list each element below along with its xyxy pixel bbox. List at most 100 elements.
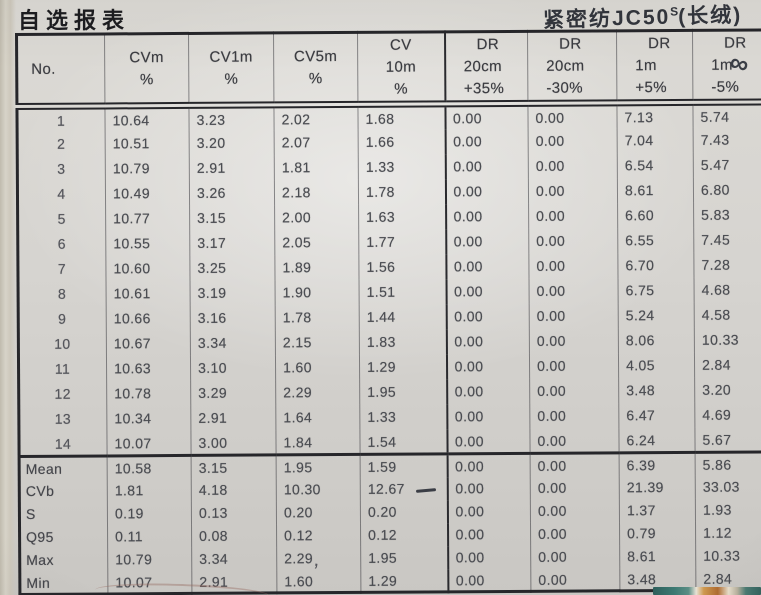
value-cell: 10.64 [104, 105, 190, 132]
row-label: 13 [54, 410, 72, 428]
row-label: 1 [56, 112, 66, 129]
value-cell: 3.34 [191, 547, 277, 571]
value-cell: 0.00 [446, 428, 531, 455]
row-label: Mean [19, 456, 108, 480]
value-cell: 0.20 [276, 500, 361, 525]
value-cell: 0.00 [529, 378, 619, 404]
value-cell: 1.60 [276, 569, 361, 594]
value-cell: 0.00 [447, 568, 531, 593]
value-cell: 0.00 [444, 103, 529, 130]
row-label: 2 [57, 135, 66, 152]
column-header-line: No. [31, 60, 56, 78]
value-cell: 0.00 [445, 128, 529, 155]
value-cell: 21.39 [619, 475, 696, 500]
value-cell: 3.20 [189, 130, 275, 156]
value-cell: 10.33 [695, 544, 761, 568]
value-cell: 10.67 [106, 330, 191, 357]
column-header-line: -5% [711, 78, 740, 96]
row-label: 14 [54, 435, 72, 452]
value-cell: 3.48 [618, 377, 695, 404]
value-cell: 1.78 [275, 304, 360, 331]
value-cell: 5.47 [693, 152, 761, 178]
value-cell: 1.95 [276, 454, 361, 479]
value-cell: 10.33 [694, 327, 761, 353]
column-header-line: CV5m [293, 47, 338, 66]
value-cell: 1.29 [359, 354, 447, 380]
value-cell: 0.00 [529, 353, 619, 379]
column-header-line: DR [648, 34, 671, 53]
column-header-line: DR [476, 36, 500, 54]
value-cell: 1.33 [358, 154, 446, 180]
value-cell: 0.79 [619, 521, 696, 546]
value-cell: 0.00 [529, 428, 620, 454]
value-cell: 0.00 [530, 453, 620, 477]
column-header: CV5m% [273, 32, 358, 106]
value-cell: 0.00 [528, 128, 618, 154]
data-rows: 1 10.64 3.23 2.02 1.68 0.00 0.00 7.13 5.74 2 10.51… [17, 102, 761, 457]
value-cell: 3.10 [190, 355, 276, 381]
column-header-line: 10m [385, 58, 417, 76]
value-cell: 1.77 [358, 229, 446, 255]
value-cell: 4.69 [694, 402, 761, 428]
value-cell: 0.00 [528, 228, 618, 254]
value-cell: 5.83 [693, 202, 761, 228]
column-header: CV1m% [188, 32, 274, 106]
value-cell: 0.00 [446, 278, 530, 305]
value-cell: 0.00 [446, 303, 530, 330]
value-cell: 10.60 [105, 255, 191, 282]
value-cell: 10.30 [276, 477, 361, 502]
value-cell: 10.51 [105, 130, 190, 157]
value-cell: 6.24 [618, 427, 696, 454]
value-cell: 2.18 [274, 179, 359, 206]
row-label: 8 [57, 285, 67, 302]
value-cell: 5.74 [692, 102, 761, 128]
value-cell: 3.25 [189, 255, 276, 281]
value-cell: 4.18 [191, 478, 277, 502]
value-cell: 0.00 [529, 328, 619, 354]
value-cell: 0.12 [360, 523, 448, 547]
column-header-line: DR [724, 34, 747, 52]
value-cell: 0.00 [447, 476, 531, 501]
value-cell: 1.84 [275, 429, 361, 456]
value-cell: 1.63 [358, 204, 446, 230]
value-cell: 5.24 [618, 302, 695, 329]
row-label: 11 [54, 360, 71, 378]
row-label: Min [26, 574, 51, 591]
row-label: 10 [54, 335, 71, 353]
value-cell: 0.00 [447, 499, 531, 524]
value-cell: 10.49 [105, 180, 190, 207]
value-cell: 2.91 [189, 155, 275, 181]
value-cell: 1.89 [274, 254, 360, 281]
column-header-line: % [308, 69, 323, 87]
object-under-paper-strip [653, 587, 761, 595]
value-cell: 0.00 [445, 153, 529, 180]
value-cell: 6.60 [617, 202, 694, 229]
row-label: CVb [25, 483, 55, 500]
value-cell: 2.84 [694, 352, 761, 378]
value-cell: 6.80 [693, 177, 761, 203]
value-cell: 0.00 [529, 303, 619, 329]
value-cell: 2.07 [274, 129, 359, 156]
row-label: S [25, 506, 36, 523]
column-header-line: CV1m [209, 48, 253, 66]
row-label: 4 [57, 185, 66, 202]
value-cell: 3.26 [189, 180, 275, 206]
value-cell: 6.75 [618, 277, 695, 304]
value-cell: 1.90 [275, 279, 360, 306]
column-header: CV 10m% [357, 31, 445, 105]
value-cell: 4.68 [694, 277, 761, 303]
value-cell: 33.03 [695, 475, 761, 499]
row-label: Max [26, 552, 54, 569]
value-cell: 6.54 [617, 152, 694, 179]
value-cell: 1.37 [619, 498, 696, 523]
column-header-line: CV [389, 36, 412, 54]
value-cell: 3.17 [189, 230, 275, 256]
column-header-line: 20cm [463, 57, 503, 76]
value-cell: 1.95 [359, 379, 447, 405]
value-cell: 10.79 [105, 155, 190, 182]
value-cell: 1.54 [359, 429, 448, 455]
value-cell: 10.77 [105, 205, 190, 232]
column-header-line: -30% [546, 79, 584, 97]
value-cell: 3.15 [191, 455, 277, 479]
value-cell: 0.00 [446, 353, 530, 380]
